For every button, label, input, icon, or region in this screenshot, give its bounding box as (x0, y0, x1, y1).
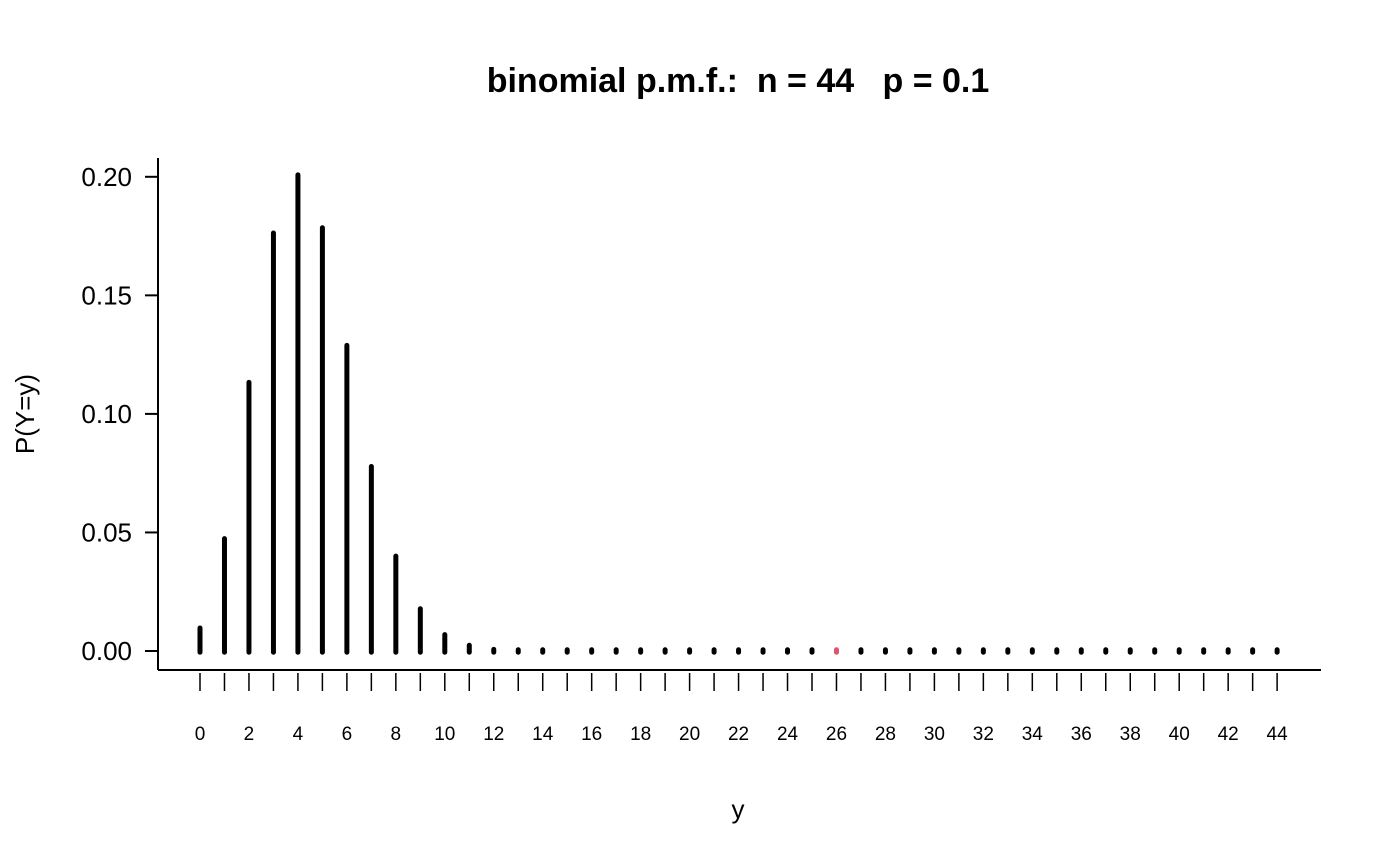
x-tick-label: 32 (973, 724, 994, 745)
x-tick-label: 24 (777, 724, 799, 745)
x-tick-label: 0 (195, 724, 206, 745)
x-tick-label: 18 (630, 724, 651, 745)
x-tick-label: 38 (1120, 724, 1141, 745)
x-tick-label: 12 (483, 724, 504, 745)
x-tick-label: 28 (875, 724, 896, 745)
x-tick-label: 40 (1169, 724, 1190, 745)
x-tick-label: 34 (1022, 724, 1044, 745)
x-ticks: 0 2 4 6 8 10 12 14 16 18 20 22 24 26 28 30 32 34 36 38 40 42 4… (195, 673, 1288, 745)
y-tick-label: 0.15 (81, 280, 132, 310)
chart-title: binomial p.m.f.: n = 44 p = 0.1 (487, 62, 990, 100)
x-tick-label: 42 (1218, 724, 1239, 745)
y-tick-label: 0.05 (81, 517, 132, 547)
x-tick-label: 36 (1071, 724, 1092, 745)
y-tick-label: 0.20 (81, 162, 132, 192)
x-tick-label: 6 (342, 724, 353, 745)
y-tick-label: 0.00 (81, 636, 132, 666)
x-tick-label: 16 (581, 724, 602, 745)
x-tick-label: 44 (1267, 724, 1289, 745)
x-tick-label: 14 (532, 724, 554, 745)
x-tick-label: 22 (728, 724, 749, 745)
x-tick-label: 10 (434, 724, 455, 745)
y-axis-label: P(Y=y) (10, 374, 40, 454)
x-tick-label: 4 (293, 724, 304, 745)
x-tick-label: 2 (244, 724, 255, 745)
y-tick-label: 0.10 (81, 399, 132, 429)
x-tick-label: 26 (826, 724, 847, 745)
y-ticks: 0.00 0.05 0.10 0.15 0.20 (81, 162, 158, 666)
x-axis-label: y (732, 794, 745, 824)
x-tick-label: 30 (924, 724, 945, 745)
x-tick-label: 8 (391, 724, 402, 745)
pmf-bars (197, 172, 1280, 655)
x-tick-label: 20 (679, 724, 700, 745)
